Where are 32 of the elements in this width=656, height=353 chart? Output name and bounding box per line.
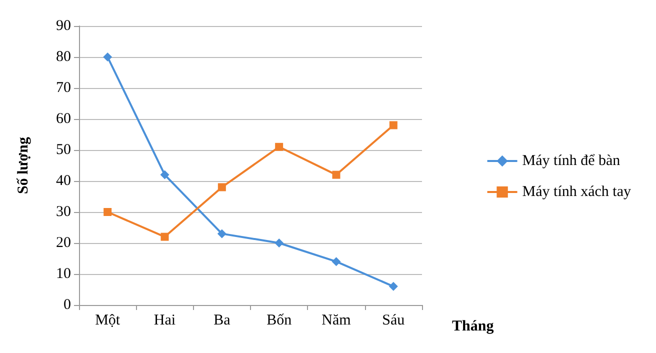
point <box>332 170 340 179</box>
point <box>103 52 112 62</box>
y-tick-label: 70 <box>56 80 71 96</box>
point <box>217 229 226 238</box>
y-tick-label: 50 <box>56 142 71 158</box>
x-tick-label: Bốn <box>266 312 292 328</box>
point <box>388 282 398 291</box>
y-tick-label: 90 <box>56 18 71 34</box>
y-tick-label: 60 <box>56 111 71 127</box>
y-tick-label: 80 <box>56 49 71 65</box>
y-tick-label: 30 <box>56 204 71 220</box>
x-tick-label: Hai <box>154 312 176 328</box>
point <box>104 208 112 216</box>
x-tick-label: Sáu <box>382 312 406 328</box>
point <box>332 257 341 266</box>
y-tick-label: 0 <box>64 297 71 313</box>
point <box>218 183 226 192</box>
point <box>389 121 398 130</box>
point <box>275 142 284 151</box>
y-tick-label: 20 <box>56 235 71 251</box>
x-tick-label: Một <box>95 312 121 328</box>
point <box>160 232 169 241</box>
x-tick-label: Năm <box>322 312 352 328</box>
legend-label: Máy tính để bàn <box>522 153 621 169</box>
point <box>274 238 284 248</box>
y-axis-title: Số lượng <box>16 136 32 194</box>
x-tick-label: Ba <box>214 312 231 328</box>
y-tick-label: 40 <box>56 173 71 189</box>
y-tick-label: 10 <box>56 266 71 282</box>
point <box>160 170 170 180</box>
legend-label: Máy tính xách tay <box>522 184 632 200</box>
x-axis-title: Tháng <box>452 318 494 334</box>
